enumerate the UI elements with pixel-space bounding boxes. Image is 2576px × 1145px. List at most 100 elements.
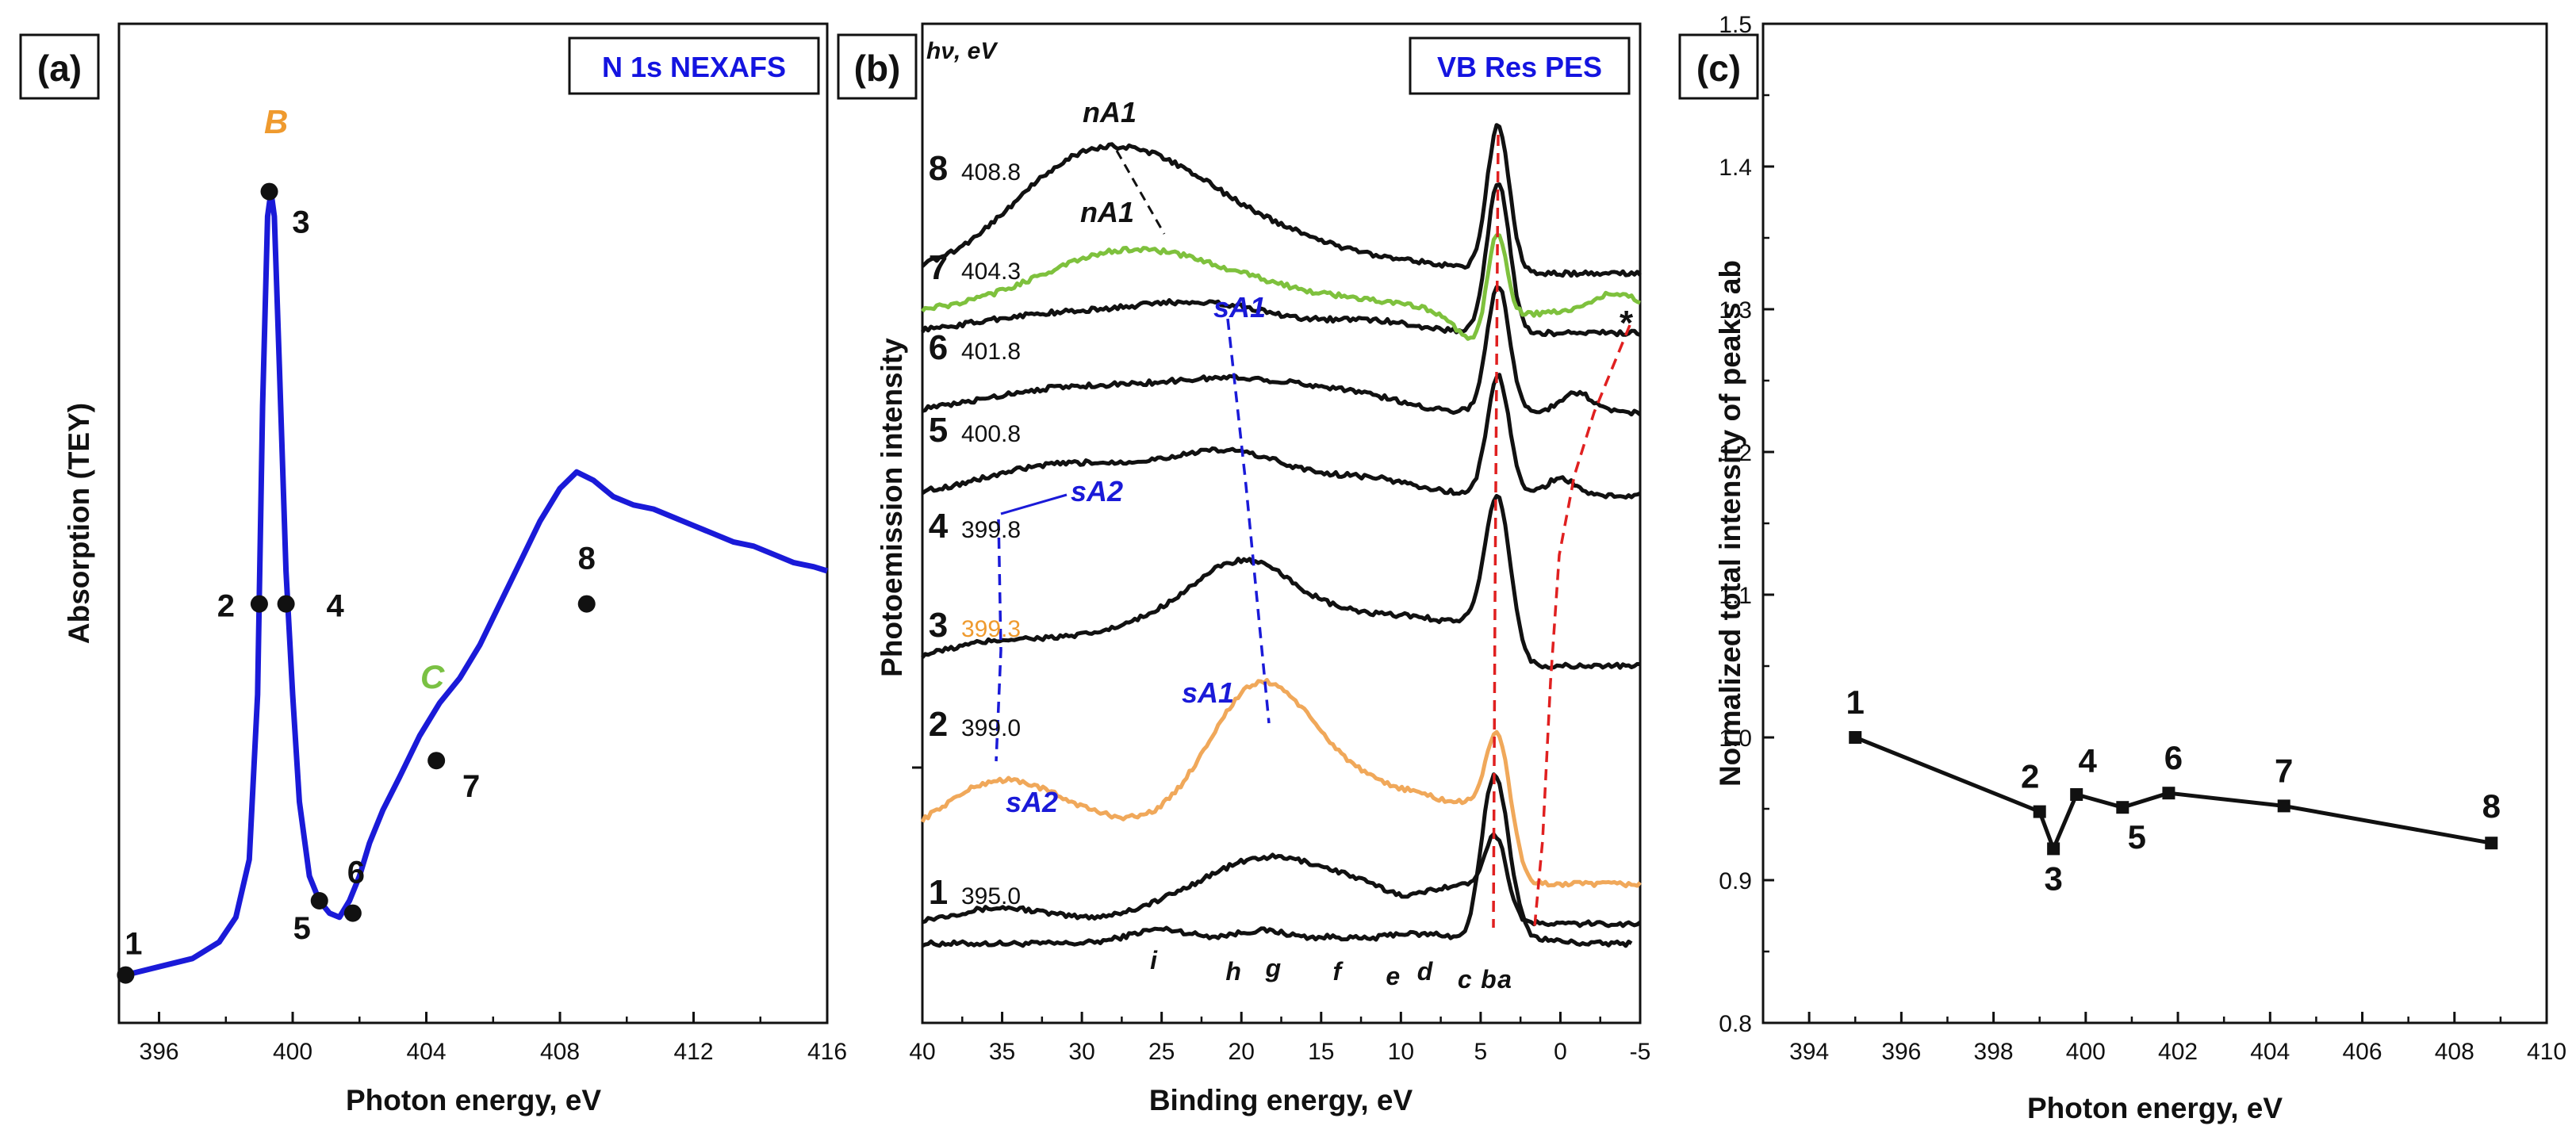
panel-a-x-axis-label: Photon energy, eV bbox=[346, 1084, 601, 1116]
panel-b-y-axis-label: Photoemission intensity bbox=[876, 338, 908, 677]
panel-c-y-tick-label: 1.2 bbox=[1719, 440, 1752, 466]
panel-c-y-tick-label: 0.9 bbox=[1719, 868, 1752, 894]
panel-b-series-number-8: 8 bbox=[929, 149, 948, 188]
panel-b-spectrum-3 bbox=[920, 678, 1642, 889]
panel-b-series-hv-6: 401.8 bbox=[961, 339, 1021, 365]
panel-a-x-tick-label: 400 bbox=[273, 1039, 312, 1065]
panel-c-point-label-6: 6 bbox=[2164, 739, 2183, 776]
panel-c-y-tick-label: 1.3 bbox=[1719, 297, 1752, 324]
panel-c-point-label-3: 3 bbox=[2044, 860, 2062, 897]
panel-c-point-8 bbox=[2485, 837, 2498, 850]
panel-b-black-dash-na1 bbox=[1115, 150, 1166, 235]
panel-b-asterisk: * bbox=[1620, 304, 1634, 343]
panel-b-spectrum-2 bbox=[922, 832, 1642, 929]
panel-b: (b) VB Res PES hν, eV 40 35 30 25 20 15 10 5 0 -5… bbox=[837, 22, 1650, 1116]
panel-a-annotation-c: C bbox=[420, 658, 445, 695]
panel-c-point-7 bbox=[2277, 799, 2290, 813]
panel-c-point-4 bbox=[2070, 788, 2083, 801]
panel-b-peak-letter-e: e bbox=[1386, 962, 1400, 990]
panel-c-point-1 bbox=[1849, 731, 1862, 744]
panel-a-point-2 bbox=[250, 595, 268, 613]
panel-b-sa1-bottom: sA1 bbox=[1182, 676, 1234, 709]
panel-b-spectrum-7 bbox=[921, 233, 1641, 341]
panel-a-tag: N 1s NEXAFS bbox=[602, 51, 786, 83]
panel-c-point-label-4: 4 bbox=[2079, 742, 2098, 779]
panel-b-sa1-top: sA1 bbox=[1213, 291, 1266, 324]
panel-b-series-hv-4: 399.8 bbox=[961, 517, 1021, 543]
panel-a-point-5 bbox=[310, 892, 328, 909]
panel-b-series-hv-8: 408.8 bbox=[961, 159, 1021, 186]
panel-b-series-hv-2: 399.0 bbox=[961, 715, 1021, 741]
panel-b-x-tick-label: 40 bbox=[909, 1039, 935, 1065]
panel-a-spectrum-line bbox=[117, 189, 829, 982]
panel-b-x-tick-label: 25 bbox=[1148, 1039, 1175, 1065]
panel-b-spectrum-4 bbox=[921, 493, 1641, 670]
panel-c-frame bbox=[1761, 22, 2548, 1024]
panel-c-point-3 bbox=[2047, 842, 2060, 856]
panel-a-annotation-b: B bbox=[264, 103, 288, 140]
panel-c-y-tick-label: 1.1 bbox=[1719, 583, 1752, 609]
panel-b-x-tick-label: 10 bbox=[1388, 1039, 1414, 1065]
panel-b-x-tick-label: 35 bbox=[989, 1039, 1015, 1065]
panel-c-data-points: 1 2 3 4 5 6 7 8 bbox=[1846, 684, 2501, 897]
panel-a: (a) N 1s NEXAFS 396 400 404 408 412 416 1 2 3 4 5… bbox=[19, 22, 847, 1116]
panel-b-x-axis-label: Binding energy, eV bbox=[1149, 1084, 1413, 1116]
panel-a-x-ticks: 396 400 404 408 412 416 bbox=[140, 1012, 847, 1065]
panel-a-y-axis-label: Absorption (TEY) bbox=[63, 403, 95, 644]
panel-b-frame bbox=[921, 22, 1642, 1024]
panel-a-x-tick-label: 412 bbox=[673, 1039, 713, 1065]
panel-b-red-dash-ab bbox=[1492, 134, 1500, 929]
panel-b-letter-box bbox=[837, 33, 918, 100]
panel-c-point-5 bbox=[2116, 801, 2129, 814]
panel-b-x-tick-label: -5 bbox=[1630, 1039, 1651, 1065]
panel-c-point-label-5: 5 bbox=[2128, 818, 2146, 856]
panel-a-point-6 bbox=[343, 904, 362, 922]
panel-c-y-tick-label: 1.0 bbox=[1719, 726, 1752, 752]
panel-b-spectrum-5 bbox=[921, 373, 1641, 500]
panel-b-series-hv-1: 395.0 bbox=[961, 883, 1021, 909]
panel-a-point-label-5: 5 bbox=[293, 911, 311, 946]
panel-b-na1-second: nA1 bbox=[1080, 196, 1134, 228]
panel-c-point-label-1: 1 bbox=[1846, 684, 1865, 721]
panel-b-x-tick-label: 15 bbox=[1308, 1039, 1334, 1065]
panel-a-point-3 bbox=[260, 182, 278, 201]
panel-c-x-tick-label: 404 bbox=[2250, 1039, 2290, 1065]
panel-b-series-number-7: 7 bbox=[929, 248, 948, 287]
panel-b-series-number-6: 6 bbox=[929, 328, 948, 367]
panel-a-point-label-2: 2 bbox=[217, 589, 235, 624]
panel-c-point-2 bbox=[2033, 805, 2046, 818]
panel-a-frame bbox=[117, 22, 829, 1024]
panel-b-x-ticks: 40 35 30 25 20 15 10 5 0 -5 bbox=[909, 1012, 1650, 1065]
panel-b-red-dash-right bbox=[1533, 324, 1631, 927]
panel-c-letter-box bbox=[1678, 33, 1759, 100]
panel-b-x-tick-label: 5 bbox=[1474, 1039, 1488, 1065]
panel-b-letter: (b) bbox=[854, 48, 901, 89]
panel-a-point-8 bbox=[577, 595, 596, 613]
panel-c-point-label-2: 2 bbox=[2021, 758, 2039, 795]
panel-b-series-number-1: 1 bbox=[929, 873, 948, 912]
panel-a-point-7 bbox=[427, 752, 446, 770]
panel-a-point-label-7: 7 bbox=[462, 769, 480, 804]
panel-a-point-1 bbox=[117, 966, 135, 984]
panel-b-series-hv-7: 404.3 bbox=[961, 258, 1021, 285]
panel-c-x-tick-label: 408 bbox=[2435, 1039, 2474, 1065]
panel-c-y-tick-label: 1.4 bbox=[1719, 155, 1752, 181]
panel-c-point-label-8: 8 bbox=[2482, 787, 2501, 825]
panel-b-series-number-3: 3 bbox=[929, 606, 948, 645]
panel-b-peak-letter-c: c bbox=[1458, 965, 1472, 994]
panel-c-y-tick-label: 0.8 bbox=[1719, 1011, 1752, 1037]
panel-b-na1-top: nA1 bbox=[1083, 96, 1137, 128]
panel-a-data-points: 1 2 3 4 5 6 7 8 bbox=[117, 182, 596, 984]
panel-b-series-number-2: 2 bbox=[929, 705, 948, 744]
panel-b-hv-header: hν, eV bbox=[926, 38, 999, 64]
panel-b-spectra bbox=[920, 123, 1642, 948]
panel-b-tag-box bbox=[1409, 36, 1631, 95]
panel-b-peak-letter-g: g bbox=[1265, 954, 1282, 982]
panel-b-spectrum-8 bbox=[921, 123, 1642, 278]
panel-a-tag-box bbox=[568, 36, 820, 95]
panel-b-peak-letter-h: h bbox=[1225, 957, 1241, 986]
panel-c-x-axis-label: Photon energy, eV bbox=[2027, 1092, 2283, 1124]
panel-c-y-axis-label: Normalized total intensity of peaks ab bbox=[1714, 260, 1746, 787]
